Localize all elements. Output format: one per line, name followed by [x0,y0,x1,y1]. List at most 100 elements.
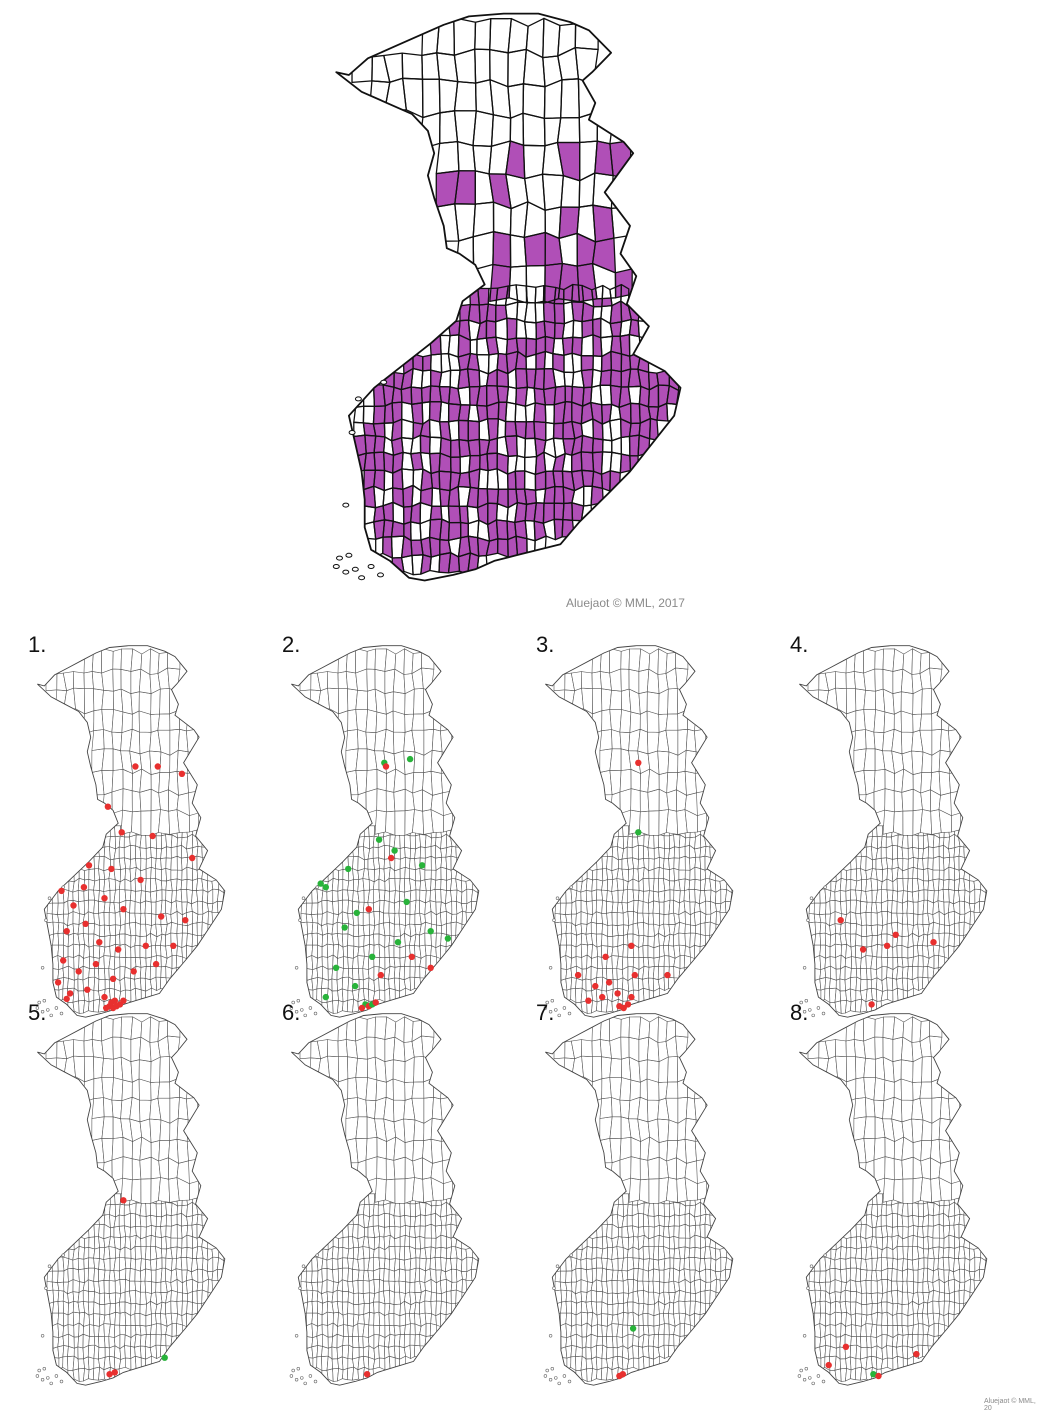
municipality-border [451,1282,457,1291]
municipality-border [422,1036,434,1060]
red-dot [101,895,107,901]
municipality-border [337,1290,342,1302]
municipality-border [612,1337,617,1348]
municipality-border [653,966,658,979]
island [359,576,365,580]
municipality-border [404,1119,415,1143]
municipality-border [700,934,705,946]
municipality-border [64,1313,69,1326]
municipality-border [58,1271,64,1283]
municipality-border [94,946,100,959]
municipality-border [664,1345,669,1358]
municipality-border [327,672,338,689]
municipality-border [639,1017,650,1040]
municipality-border [317,989,322,1003]
municipality-border [676,668,688,692]
red-dot [632,972,638,978]
municipality-border [566,914,572,923]
municipality-border [123,789,133,812]
municipality-border [663,1314,669,1324]
municipality-border [342,934,348,947]
municipality-border [119,836,124,848]
municipality-border [608,1304,613,1315]
municipality-border [610,770,621,794]
municipality-border [632,858,638,869]
municipality-border [85,869,90,880]
municipality-region [621,436,630,455]
municipality-border [648,848,654,859]
municipality-border [596,934,602,947]
municipality-border [913,867,918,878]
municipality-border [622,903,628,914]
municipality-border [637,913,643,923]
red-dot [189,855,195,861]
municipality-border [356,690,368,709]
municipality-border [187,1301,193,1315]
municipality-border [135,945,140,957]
red-dot [930,939,936,945]
municipality-border [840,878,846,891]
municipality-border [949,773,961,793]
municipality-border [596,1291,602,1302]
municipality-border [628,911,634,925]
panel-number: 1. [28,632,46,658]
panel-number: 3. [536,632,554,658]
municipality-border [159,1158,169,1180]
municipality-border [99,912,105,925]
municipality-border [451,856,457,870]
municipality-border [151,847,157,858]
municipality-border [667,772,678,793]
municipality-border [426,1259,431,1271]
municipality-border [423,1056,433,1081]
municipality-border [375,669,385,693]
municipality-border [876,903,882,914]
island [352,567,358,571]
municipality-border [643,1303,648,1313]
municipality-border [814,903,820,915]
municipality-border [871,836,877,849]
island [381,380,387,384]
municipality-border [918,914,923,924]
municipality-border [451,846,456,857]
municipality-border [338,1021,347,1041]
municipality-border [136,1290,141,1304]
municipality-border [166,868,171,881]
municipality-border [150,649,159,675]
municipality-border [394,1157,405,1179]
municipality-border [130,1213,135,1227]
municipality-border [633,911,638,924]
municipality-border [131,692,139,715]
municipality-border [186,1279,192,1293]
island [368,565,374,569]
red-dot [82,921,88,927]
municipality-border [581,1040,592,1057]
municipality-border [156,836,162,849]
municipality-border [389,935,394,945]
municipality-border [120,934,126,945]
municipality-border [152,1282,157,1294]
municipality-border [864,690,876,709]
municipality-border [863,648,875,673]
municipality-border [339,1237,344,1248]
municipality-border [917,869,923,881]
municipality-border [676,1036,688,1060]
municipality-border [560,1257,566,1271]
municipality-border [312,1271,318,1283]
municipality-border [618,1303,624,1314]
municipality-border [197,1258,204,1270]
municipality-border [587,1269,593,1283]
municipality-border [685,1292,691,1302]
municipality-border [695,1235,701,1248]
municipality-border [140,789,151,811]
municipality-border [596,1357,602,1370]
municipality-border [846,890,851,901]
municipality-border [865,792,875,815]
municipality-border [677,1056,687,1081]
municipality-border [897,913,903,924]
municipality-border [627,1215,632,1226]
panel-map [276,1004,526,1404]
municipality-border [101,1016,113,1041]
municipality-border [177,1118,188,1141]
municipality-border [658,834,664,848]
municipality-border [171,879,177,891]
